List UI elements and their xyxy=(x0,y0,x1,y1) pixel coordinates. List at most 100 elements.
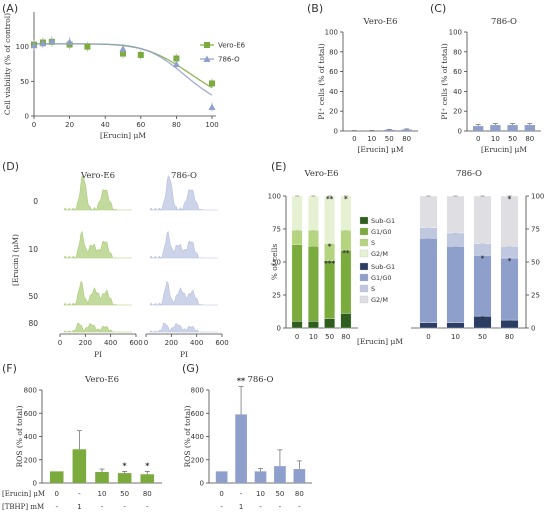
y-tick-label: 25 xyxy=(531,292,540,300)
y-tick-label: 400 xyxy=(191,433,204,441)
legend-label: Sub-G1 xyxy=(371,217,395,225)
histogram-area xyxy=(63,230,132,259)
x-tick-label: 0 xyxy=(144,339,148,347)
tbhp-value: - xyxy=(259,503,262,511)
y-tick-label: 100 xyxy=(268,193,281,201)
column-title: Vero-E6 xyxy=(80,171,115,181)
y-tick-label: 40 xyxy=(329,88,338,96)
y-tick-label: 0 xyxy=(200,480,204,488)
x-tick-label: 0 xyxy=(352,135,356,143)
histogram-area xyxy=(149,230,218,259)
data-point xyxy=(208,103,216,110)
data-point xyxy=(137,51,144,58)
stacked-segment xyxy=(291,230,303,245)
panel-label: (A) xyxy=(2,2,18,15)
legend-label: G1/G0 xyxy=(371,228,392,236)
stacked-segment xyxy=(291,244,303,322)
x-tick-label: 0 xyxy=(426,333,430,341)
legend-swatch xyxy=(359,249,369,258)
chart-title: Vero-E6 xyxy=(362,17,397,27)
legend-label: 786-O xyxy=(218,56,240,64)
x-tick-label: 200 xyxy=(79,339,92,347)
y-tick-label: 60 xyxy=(329,68,338,76)
bar xyxy=(215,471,228,483)
y-tick-label: 600 xyxy=(24,410,37,418)
stacked-segment xyxy=(308,321,319,329)
bar xyxy=(95,471,109,483)
y-tick-label: 0 xyxy=(334,128,338,136)
y-tick-label: 0 xyxy=(277,325,281,333)
panel-label: (G) xyxy=(182,362,199,375)
x-tick-label: 0 xyxy=(295,333,299,341)
x-axis-title: [Erucin] μM xyxy=(100,131,146,140)
x-tick-label: 80 xyxy=(505,333,514,341)
y-tick-label: 0 xyxy=(33,480,37,488)
y-tick-label: 200 xyxy=(24,456,37,464)
bar xyxy=(293,469,306,483)
x-axis-title: [Erucin] μM xyxy=(357,337,403,346)
row-label: 0 xyxy=(33,197,38,206)
y-tick-label: 50 xyxy=(20,78,29,86)
panel-f: 0 200 400 600 800 ROS (% of total) Vero-E6 0 - - 1… xyxy=(2,375,162,511)
x-tick-label: 10 xyxy=(309,333,318,341)
y-tick-label: 100 xyxy=(16,43,29,51)
stacked-segment xyxy=(308,246,319,322)
x-tick-label: 10 xyxy=(367,135,376,143)
y-tick-label: 50 xyxy=(531,259,540,267)
legend-label: G1/G0 xyxy=(371,274,392,282)
significance-star: ** xyxy=(237,377,246,386)
y-tick-label: 80 xyxy=(329,48,338,56)
bar xyxy=(49,471,64,483)
y-tick-label: 25 xyxy=(272,292,281,300)
row-label: 80 xyxy=(28,319,38,328)
bar xyxy=(117,473,132,483)
x-tick-label: 10 xyxy=(451,333,460,341)
y-axis-title: [Erucin] (μM) xyxy=(11,234,20,286)
x-tick-label: 80 xyxy=(402,135,411,143)
stacked-segment xyxy=(291,195,303,231)
row-label: 10 xyxy=(28,245,38,254)
y-tick-label: 0 xyxy=(25,113,29,121)
y-axis-title: PI⁺ cells (% of total) xyxy=(440,43,449,120)
legend-swatch xyxy=(359,238,369,247)
panel-a: 0 50 100 0 20 40 60 80 100 Cell viability (% of c… xyxy=(3,12,246,140)
significance-star: *** xyxy=(324,260,335,268)
y-tick-label: 200 xyxy=(191,456,204,464)
x-tick-label: 60 xyxy=(136,121,145,129)
stacked-segment xyxy=(446,322,465,329)
data-point xyxy=(84,43,91,50)
y-tick-label: 60 xyxy=(453,68,462,76)
bar xyxy=(473,126,484,131)
x-tick-label: 50 xyxy=(508,135,517,143)
row-label: [Erucin] μM xyxy=(2,490,45,498)
significance-star: * xyxy=(344,195,348,203)
stacked-segment xyxy=(446,232,465,247)
bar xyxy=(254,471,267,483)
significance-star: * xyxy=(328,243,332,251)
stacked-segment xyxy=(308,195,319,231)
data-point xyxy=(173,55,180,62)
panel-label: (D) xyxy=(2,160,19,173)
x-tick-label: 80 xyxy=(341,333,350,341)
bar xyxy=(524,125,535,131)
x-tick-label: 0 xyxy=(476,135,480,143)
stacked-segment xyxy=(446,195,465,234)
erucin-value: 0 xyxy=(54,490,58,498)
stacked-segment xyxy=(324,318,335,329)
significance-star: ** xyxy=(342,249,350,257)
tbhp-value: - xyxy=(298,503,301,511)
erucin-value: - xyxy=(240,490,243,498)
x-tick-label: 50 xyxy=(325,333,334,341)
histogram-area xyxy=(149,280,218,306)
erucin-value: - xyxy=(78,490,81,498)
y-tick-label: 0 xyxy=(531,325,535,333)
bar xyxy=(235,414,247,483)
y-axis-title: PI⁺ cells (% of total) xyxy=(317,43,326,120)
bar xyxy=(383,129,395,131)
legend-label: S xyxy=(371,239,375,247)
x-axis-title: PI xyxy=(180,350,188,359)
y-axis-title: % of cells xyxy=(270,244,279,281)
x-tick-label: 50 xyxy=(478,333,487,341)
tbhp-value: - xyxy=(123,503,126,511)
